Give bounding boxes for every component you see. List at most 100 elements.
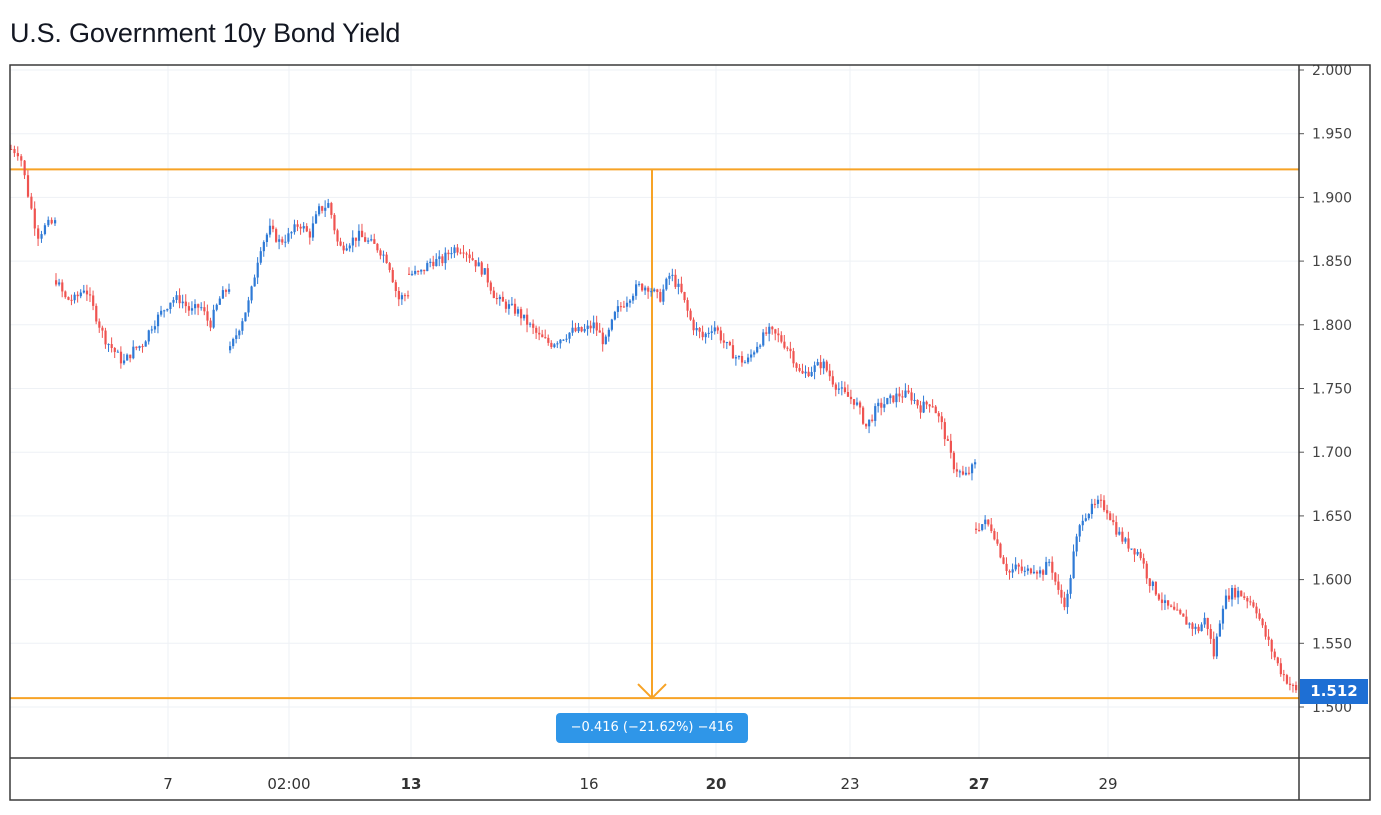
candle-body — [495, 298, 498, 300]
candle-body — [13, 149, 16, 154]
candle-body — [218, 298, 221, 305]
candle-body — [411, 273, 414, 275]
candle-body — [20, 156, 23, 161]
outer-frame — [9, 64, 1371, 801]
candle-body — [250, 286, 253, 301]
candle-body — [1276, 657, 1279, 664]
candle-body — [604, 336, 607, 345]
candle-body — [471, 258, 474, 261]
candle-body — [504, 301, 508, 309]
candle-body — [999, 543, 1002, 558]
y-tick-label: 1.500 — [1312, 700, 1352, 716]
candle-body — [206, 311, 209, 321]
y-tick-label: 1.800 — [1312, 318, 1352, 334]
candle-body — [1057, 581, 1060, 590]
candle-body — [949, 440, 952, 453]
candle-body — [940, 416, 943, 423]
candle-body — [1267, 636, 1270, 640]
candle-body — [1163, 600, 1167, 603]
candle-body — [489, 282, 492, 291]
x-tick-label: 16 — [579, 775, 598, 793]
candle-body — [768, 326, 771, 334]
candle-body — [910, 392, 913, 401]
candle-body — [840, 387, 844, 389]
candle-body — [244, 312, 247, 322]
candle-body — [1273, 651, 1276, 658]
x-tick-label: 27 — [969, 775, 990, 793]
candle-body — [1218, 623, 1222, 637]
candle-body — [843, 387, 847, 393]
candle-body — [486, 268, 489, 283]
candle-body — [453, 247, 456, 254]
candle-body — [268, 225, 272, 235]
candle-body — [37, 228, 40, 239]
candle-body — [43, 225, 47, 235]
candle-body — [1215, 636, 1218, 657]
candle-body — [698, 327, 701, 332]
candle-body — [73, 294, 76, 301]
candle-body — [423, 269, 426, 272]
x-tick-label: 13 — [401, 775, 422, 793]
candle-body — [937, 413, 940, 417]
candle-body — [1124, 538, 1127, 542]
y-tick-label: 1.650 — [1312, 509, 1352, 525]
x-axis-ticks: 7 02:00 13 16 20 23 27 29 — [163, 775, 1117, 793]
candle-body — [1045, 561, 1048, 575]
candle-body — [354, 237, 358, 241]
candle-body — [683, 291, 686, 301]
candle-body — [1188, 623, 1191, 625]
candle-body — [774, 329, 777, 334]
candle-body — [1081, 520, 1084, 526]
last-price-tag: 1.512 — [1300, 679, 1368, 704]
candle-body — [281, 239, 284, 243]
candle-body — [849, 396, 853, 400]
candle-body — [665, 278, 668, 290]
candle-body — [795, 363, 798, 368]
candle-body — [874, 406, 877, 421]
candle-body — [116, 351, 119, 353]
candle-body — [163, 310, 166, 312]
y-tick-label: 1.950 — [1312, 127, 1352, 143]
candle-body — [759, 345, 762, 347]
candle-body — [975, 528, 978, 531]
candle-body — [984, 519, 987, 525]
candle-body — [519, 309, 523, 319]
candle-body — [1069, 578, 1072, 594]
candle-body — [974, 462, 977, 465]
candle-body — [1240, 590, 1243, 597]
candle-body — [1176, 609, 1179, 611]
candle-body — [61, 282, 64, 292]
candle-body — [224, 290, 228, 292]
candle-body — [54, 220, 57, 224]
x-tick-label: 7 — [163, 775, 173, 793]
y-tick-label: 1.600 — [1312, 573, 1352, 589]
candle-body — [834, 384, 837, 390]
candle-body — [898, 393, 901, 397]
candle-body — [913, 399, 916, 401]
candle-body — [147, 330, 150, 342]
candle-body — [438, 256, 441, 260]
candle-body — [701, 331, 704, 338]
candle-body — [1255, 606, 1258, 614]
candle-body — [1066, 593, 1069, 608]
candle-body — [1017, 564, 1020, 567]
candle-body — [565, 338, 568, 340]
candle-body — [132, 346, 135, 359]
candle-body — [1014, 564, 1017, 570]
candle-body — [798, 367, 801, 371]
candle-body — [1008, 570, 1011, 573]
candle-body — [357, 230, 361, 241]
candle-body — [1246, 597, 1249, 602]
candle-body — [922, 401, 925, 413]
candle-body — [1173, 606, 1176, 610]
candle-body — [526, 314, 529, 325]
candle-body — [1197, 626, 1200, 632]
candle-body — [1167, 600, 1170, 606]
candle-body — [287, 233, 290, 242]
candle-body — [1279, 663, 1282, 675]
candle-body — [789, 348, 792, 352]
candle-body — [886, 398, 889, 405]
candle-body — [855, 402, 859, 405]
candle-body — [952, 452, 956, 470]
